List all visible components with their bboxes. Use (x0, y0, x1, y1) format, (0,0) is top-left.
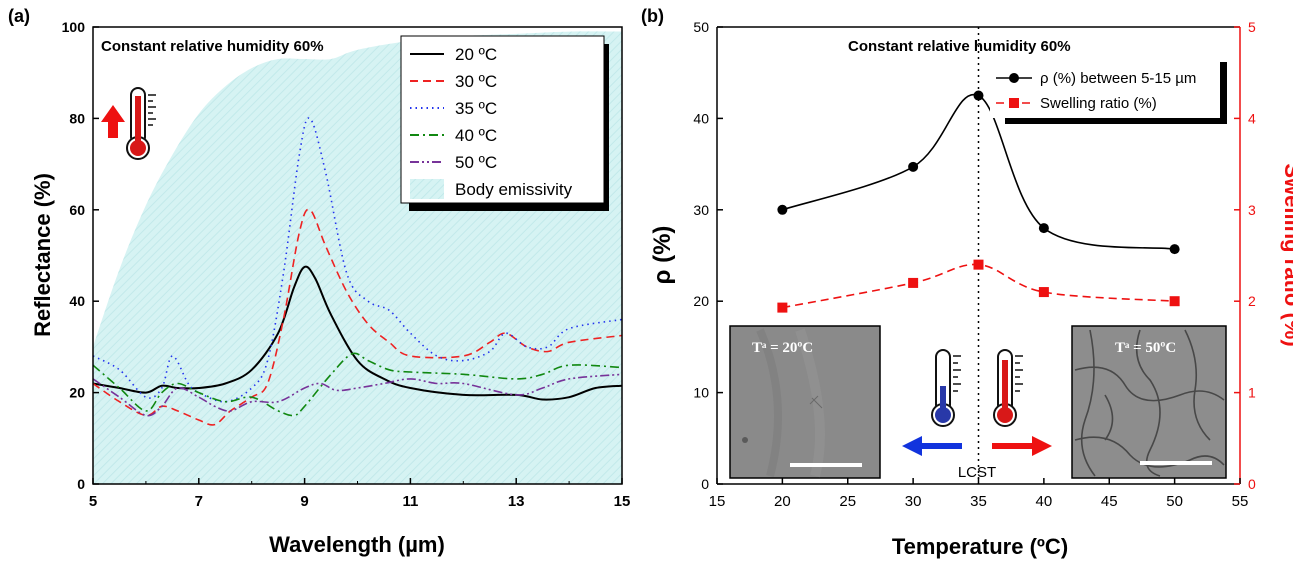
y-tick-label: 40 (69, 293, 85, 309)
x-tick-label: 55 (1232, 493, 1249, 510)
y-right-tick-label: 0 (1248, 476, 1256, 492)
y-tick-label: 60 (69, 202, 85, 218)
panel-b-series (777, 90, 1180, 313)
y-right-tick-label: 4 (1248, 110, 1256, 126)
legend-label: Body emissivity (455, 180, 573, 199)
y-tick-label: 80 (69, 110, 85, 126)
data-point (777, 302, 788, 313)
legend-label: 40 ºC (455, 126, 497, 145)
x-tick-label: 25 (839, 493, 856, 510)
panel-b-annotation: Constant relative humidity 60% (848, 38, 1071, 55)
data-point (1169, 296, 1180, 307)
legend-label: 50 ºC (455, 153, 497, 172)
x-tick-label: 5 (89, 493, 97, 510)
y-tick-label: 50 (693, 19, 709, 35)
data-point (908, 161, 919, 172)
series-line-1 (93, 208, 622, 426)
arrow-right-hot (992, 436, 1052, 456)
panel-b-ylabel: ρ (%) (649, 226, 676, 285)
x-tick-label: 45 (1101, 493, 1118, 510)
panel-a-label: (a) (8, 6, 30, 26)
panel-a-ticks: 5 7 9 11 13 15 0 20 40 60 80 100 (62, 19, 631, 510)
panel-a-series (93, 117, 622, 426)
thermometer-hot-icon-b (993, 349, 1023, 427)
x-tick-label: 40 (1036, 493, 1053, 510)
x-tick-label: 30 (905, 493, 922, 510)
x-tick-label: 9 (300, 493, 308, 510)
series-line-3 (93, 352, 622, 417)
x-tick-label: 15 (614, 493, 631, 510)
data-point (1038, 287, 1049, 298)
legend-label: 35 ºC (455, 99, 497, 118)
data-point (1038, 223, 1049, 234)
y-tick-label: 20 (69, 385, 85, 401)
x-tick-label: 7 (195, 493, 203, 510)
panel-b: (b) 15 20 25 30 35 40 45 50 5501020304050012345 … (641, 6, 1293, 559)
data-point (1169, 244, 1180, 255)
x-tick-label: 11 (402, 493, 418, 510)
lcst-label: LCST (958, 464, 996, 481)
legend-swatch-area (410, 179, 444, 199)
series-line-0 (93, 265, 622, 401)
y-right-tick-label: 3 (1248, 202, 1256, 218)
panel-b-label: (b) (641, 6, 664, 26)
y-right-tick-label: 5 (1248, 19, 1256, 35)
panel-b-ylabel-right: Swelling ratio (%) (1280, 163, 1293, 346)
x-tick-label: 35 (970, 493, 987, 510)
panel-b-plot (777, 27, 1180, 484)
inset-20c-label: Tᵃ = 20ºC (752, 340, 813, 356)
y-tick-label: 20 (693, 293, 709, 309)
y-tick-label: 40 (693, 110, 709, 126)
series-line-4 (93, 373, 622, 417)
panel-a-xlabel: Wavelength (µm) (269, 532, 445, 557)
thermometer-cold-icon (931, 349, 961, 427)
arrow-left-cold (902, 436, 962, 456)
data-point (973, 259, 984, 270)
legend-label: 30 ºC (455, 72, 497, 91)
panel-a-annotation: Constant relative humidity 60% (101, 38, 324, 55)
thermometer-hot-icon (101, 87, 156, 160)
legend-marker (1009, 73, 1019, 83)
y-tick-label: 100 (62, 19, 86, 35)
y-tick-label: 0 (77, 476, 85, 492)
data-point (908, 277, 919, 288)
y-tick-label: 10 (693, 385, 709, 401)
legend-marker (1009, 98, 1019, 108)
y-right-tick-label: 1 (1248, 385, 1256, 401)
data-point (973, 90, 984, 101)
x-tick-label: 20 (774, 493, 791, 510)
panel-a-legend: 20 ºC 30 ºC 35 ºC 40 ºC 50 ºC Body emissivity (400, 35, 609, 211)
inset-image-20c: Tᵃ = 20ºC (729, 325, 881, 479)
y-tick-label: 30 (693, 202, 709, 218)
data-point (777, 204, 788, 215)
panel-a-ylabel: Reflectance (%) (30, 173, 55, 337)
legend-label: Swelling ratio (%) (1040, 95, 1157, 112)
legend-label: 20 ºC (455, 45, 497, 64)
legend-label: ρ (%) between 5-15 µm (1040, 70, 1196, 87)
x-tick-label: 50 (1166, 493, 1183, 510)
inset-50c-label: Tᵃ = 50ºC (1115, 340, 1176, 356)
x-tick-label: 15 (709, 493, 726, 510)
panel-b-legend: ρ (%) between 5-15 µm Swelling ratio (%) (990, 60, 1227, 124)
panel-b-xlabel: Temperature (ºC) (892, 534, 1068, 559)
y-right-tick-label: 2 (1248, 293, 1256, 309)
x-tick-label: 13 (508, 493, 525, 510)
y-tick-label: 0 (701, 476, 709, 492)
inset-image-50c: Tᵃ = 50ºC (1071, 325, 1227, 479)
panel-a: (a) 5 7 9 11 13 15 0 20 40 60 80 100 Constant relat… (8, 6, 630, 557)
series-line-2 (93, 117, 622, 403)
